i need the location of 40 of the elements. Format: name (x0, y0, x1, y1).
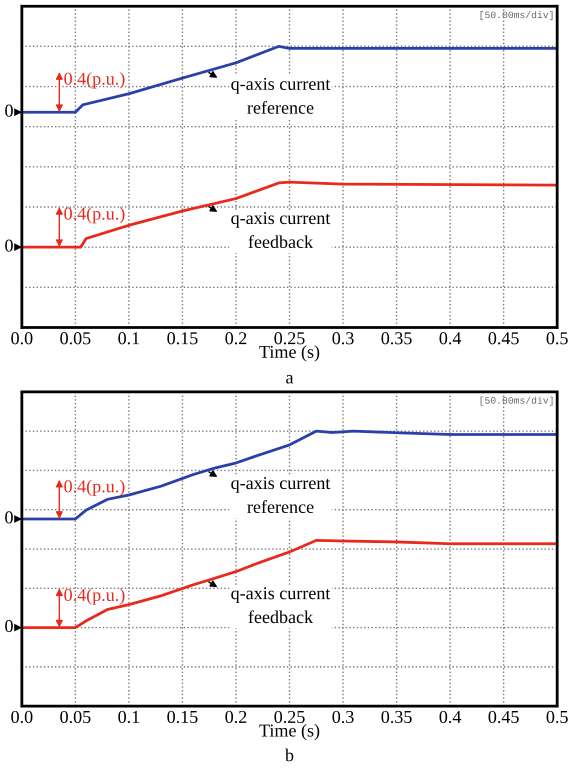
x-tick-label: 0.15 (167, 710, 198, 724)
x-tick-label: 0.4 (440, 710, 462, 724)
x-tick-label: 0.2 (225, 710, 246, 724)
x-tick-label: 0.45 (488, 332, 519, 344)
text: 0 (5, 511, 13, 524)
x-tick-label: 0.1 (118, 332, 140, 344)
x-tick-label: 0.35 (381, 332, 412, 344)
x-tick-label: 0.5 (546, 710, 568, 724)
x-tick-label: 0.0 (11, 710, 32, 724)
x-tick-label: 0.5 (546, 332, 568, 344)
x-tick-label: 0.0 (11, 332, 32, 344)
annotation: 0.4(p.u.) (64, 480, 124, 496)
text: [50.00ms/div] (480, 11, 553, 20)
text: 0 (5, 239, 13, 252)
series-label: q-axis current reference (231, 476, 330, 514)
annotation: 0.4(p.u.) (64, 72, 124, 88)
x-tick-label: 0.2 (225, 332, 246, 344)
x-axis-title: Time (s) (259, 724, 320, 740)
annotation: 0.4(p.u.) (64, 588, 124, 605)
x-tick-label: 0.1 (118, 710, 140, 724)
text: 0 (5, 104, 13, 117)
x-tick-label: 0.25 (274, 710, 305, 724)
text: 0 (5, 620, 13, 632)
x-tick-label: 0.05 (60, 710, 90, 724)
series-label: q-axis current reference (231, 78, 330, 114)
text: [50.00ms/div] (480, 396, 553, 406)
x-tick-label: 0.25 (274, 332, 305, 344)
x-tick-label: 0.45 (488, 710, 519, 724)
text: b (285, 748, 294, 762)
x-axis-title: Time (s) (259, 345, 320, 362)
series-label: q-axis current feedback (231, 212, 330, 248)
x-tick-label: 0.05 (60, 332, 90, 344)
text: a (286, 374, 294, 384)
x-tick-label: 0.3 (332, 332, 354, 344)
x-tick-label: 0.35 (381, 710, 412, 724)
annotation: 0.4(p.u.) (64, 207, 124, 224)
x-tick-label: 0.4 (440, 332, 462, 344)
x-tick-label: 0.15 (167, 332, 198, 344)
x-tick-label: 0.3 (332, 710, 354, 724)
series-label: q-axis current feedback (231, 587, 330, 624)
